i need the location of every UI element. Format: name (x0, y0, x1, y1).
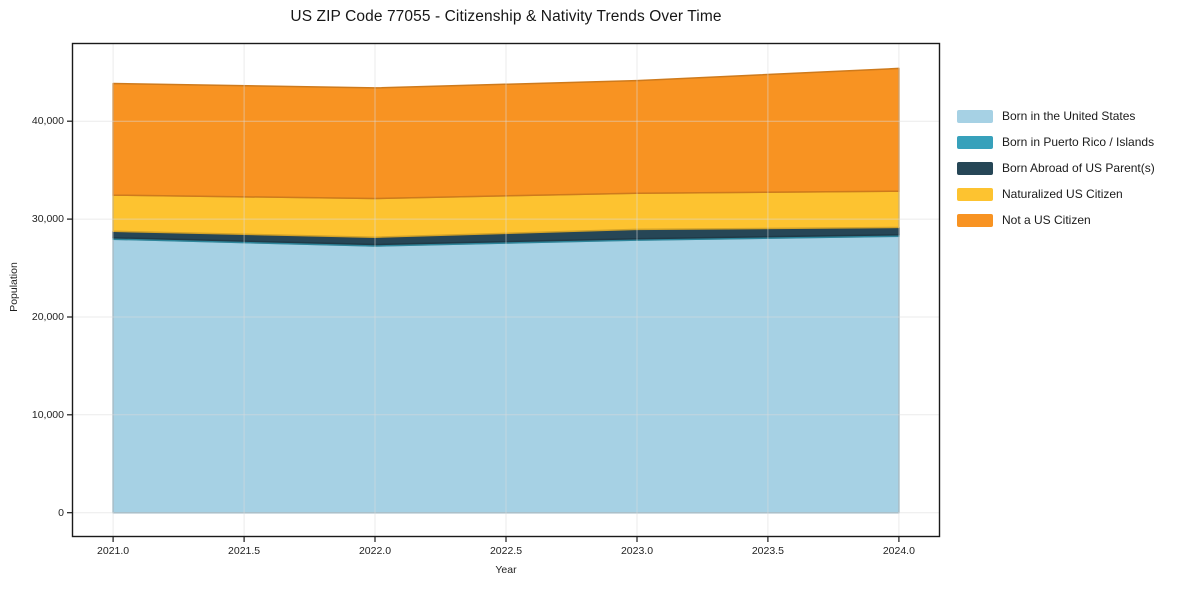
x-tick-label: 2021.0 (97, 545, 130, 557)
x-tick-label: 2022.0 (358, 545, 392, 557)
y-tick-label: 20,000 (31, 311, 64, 323)
legend-item-not-a-us-citizen: Not a US Citizen (957, 213, 1155, 227)
legend-label: Born in Puerto Rico / Islands (1002, 135, 1155, 149)
y-tick-label: 40,000 (31, 115, 64, 128)
legend-item-born-in-puerto-rico-islands: Born in Puerto Rico / Islands (957, 135, 1155, 149)
legend-swatch (957, 213, 993, 227)
legend-item-naturalized-us-citizen: Naturalized US Citizen (957, 187, 1155, 201)
legend-item-born-in-the-united-states: Born in the United States (957, 109, 1155, 123)
x-tick-label: 2023.5 (751, 545, 784, 557)
x-tick-label: 2024.0 (882, 545, 915, 557)
x-tick-label: 2023.0 (620, 545, 654, 557)
legend: Born in the United States Born in Puerto … (957, 109, 1155, 227)
y-tick-label: 30,000 (31, 213, 64, 226)
x-tick-label: 2022.5 (489, 545, 523, 557)
legend-swatch (957, 187, 993, 201)
legend-item-born-abroad-of-us-parent-s: Born Abroad of US Parent(s) (957, 161, 1155, 175)
legend-label: Born Abroad of US Parent(s) (1002, 161, 1155, 175)
legend-label: Born in the United States (1002, 109, 1136, 123)
legend-label: Naturalized US Citizen (1002, 187, 1123, 201)
legend-swatch (957, 135, 993, 149)
chart-title: US ZIP Code 77055 - Citizenship & Nativi… (290, 8, 722, 25)
x-tick-label: 2021.5 (228, 545, 261, 557)
x-axis-label: Year (495, 564, 517, 576)
y-tick-label: 10,000 (31, 408, 64, 421)
y-tick-label: 0 (58, 506, 64, 519)
legend-label: Not a US Citizen (1002, 213, 1091, 227)
legend-swatch (957, 109, 993, 123)
legend-swatch (957, 161, 993, 175)
